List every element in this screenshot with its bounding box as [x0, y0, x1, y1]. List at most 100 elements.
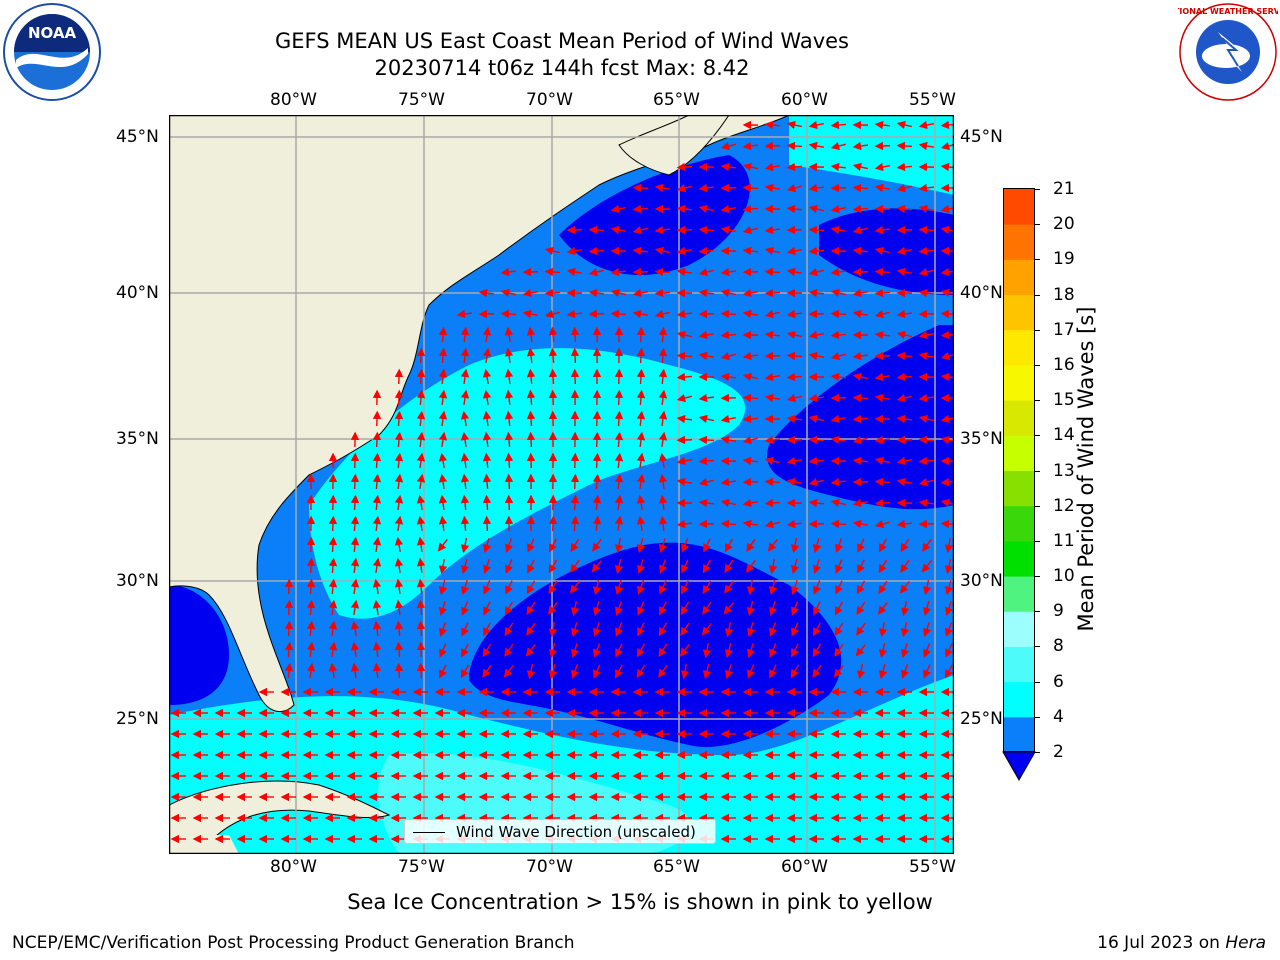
wind-arrow: [526, 368, 536, 385]
wind-arrow: [614, 452, 624, 469]
wind-arrow: [786, 477, 803, 487]
wind-arrow: [526, 580, 536, 595]
wind-arrow: [636, 389, 646, 406]
colorbar: [1002, 188, 1036, 782]
wind-arrow: [614, 515, 624, 532]
nws-logo-text: NATIONAL WEATHER SERVICE: [1178, 7, 1278, 16]
wind-arrow: [504, 643, 514, 657]
wind-arrow: [698, 414, 714, 424]
wind-arrow: [852, 162, 868, 172]
wind-arrow: [525, 644, 536, 657]
wind-arrow: [284, 599, 294, 616]
wind-arrow: [918, 246, 935, 256]
map-legend: Wind Wave Direction (unscaled): [404, 819, 716, 844]
wind-arrow: [416, 494, 426, 511]
wind-arrow: [812, 664, 822, 678]
wind-arrow: [742, 204, 759, 214]
wind-arrow: [874, 393, 891, 403]
wind-arrow: [764, 435, 781, 445]
wind-arrow: [438, 558, 448, 575]
wind-arrow: [764, 120, 781, 130]
wind-arrow: [918, 288, 935, 298]
wind-arrow: [896, 120, 912, 130]
wind-arrow: [632, 246, 649, 256]
wind-arrow: [372, 452, 382, 469]
wind-arrow: [742, 393, 759, 403]
colorbar-bin: [1003, 329, 1035, 366]
wind-arrow: [808, 120, 825, 130]
wind-arrow: [786, 183, 802, 193]
colorbar-tick-label: 8: [1053, 636, 1064, 657]
wind-arrow: [786, 267, 803, 277]
colorbar-tick-label: 17: [1053, 319, 1075, 340]
wind-arrow: [676, 477, 693, 487]
wind-arrow: [874, 120, 891, 130]
wind-arrow: [654, 246, 670, 256]
lat-label-left: 40°N: [116, 283, 159, 303]
wind-arrow: [769, 622, 777, 637]
wind-arrow: [416, 431, 426, 448]
colorbar-tick-label: 20: [1053, 214, 1075, 235]
wind-arrow: [632, 183, 649, 193]
wind-arrow: [900, 622, 910, 638]
wind-arrow: [874, 519, 890, 529]
wind-arrow: [394, 557, 404, 574]
colorbar-bin: [1003, 716, 1035, 753]
wind-arrow: [676, 372, 693, 382]
wind-arrow: [764, 372, 781, 382]
wind-arrow: [614, 431, 624, 448]
wind-arrow: [834, 622, 844, 637]
wind-arrow: [786, 120, 802, 130]
wind-arrow: [614, 580, 624, 596]
wind-arrow: [698, 204, 714, 214]
wind-arrow: [899, 581, 910, 594]
wind-arrow: [438, 389, 448, 406]
wind-arrow: [830, 204, 847, 214]
wind-arrow: [746, 622, 756, 638]
wind-arrow: [852, 225, 868, 235]
wind-arrow: [747, 664, 755, 679]
wind-arrow: [900, 643, 910, 659]
wind-arrow: [570, 347, 580, 364]
wind-arrow: [526, 389, 536, 406]
wind-arrow: [570, 494, 580, 511]
wind-arrow: [786, 519, 803, 529]
wind-arrow: [548, 580, 558, 594]
wind-arrow: [416, 536, 426, 553]
wind-arrow: [439, 664, 447, 679]
wind-arrow: [482, 368, 492, 385]
wind-arrow: [500, 309, 517, 319]
colorbar-tick-label: 15: [1053, 390, 1075, 411]
wind-arrow: [504, 431, 514, 448]
wind-arrow: [720, 162, 737, 172]
wind-arrow: [460, 368, 470, 385]
lat-label-right: 25°N: [960, 709, 1003, 729]
wind-arrow: [615, 664, 623, 679]
wind-arrow: [698, 498, 715, 508]
wind-arrow: [328, 620, 338, 637]
wind-arrow: [680, 601, 690, 616]
wind-arrow: [918, 204, 934, 214]
wind-arrow: [786, 393, 802, 403]
wind-arrow: [350, 578, 360, 595]
map-grid: [169, 115, 954, 854]
wind-arrow: [808, 435, 825, 445]
wind-arrow: [636, 410, 646, 427]
wind-arrow: [698, 456, 715, 466]
wind-arrow: [615, 622, 623, 637]
wind-arrow: [698, 225, 715, 235]
colorbar-tick-mark: [1034, 646, 1040, 648]
wind-arrow: [482, 538, 492, 554]
wind-arrow: [790, 538, 800, 554]
wind-arrow: [461, 580, 469, 595]
wind-arrow: [945, 664, 953, 679]
wind-arrow: [637, 622, 645, 637]
wind-arrow: [482, 347, 492, 364]
wind-arrow: [676, 414, 693, 424]
wind-arrow: [918, 330, 935, 340]
wind-arrow: [922, 538, 932, 552]
wind-arrow: [896, 456, 913, 466]
wind-arrow: [569, 581, 580, 594]
wind-arrow: [698, 351, 715, 361]
wind-arrow: [593, 664, 601, 679]
